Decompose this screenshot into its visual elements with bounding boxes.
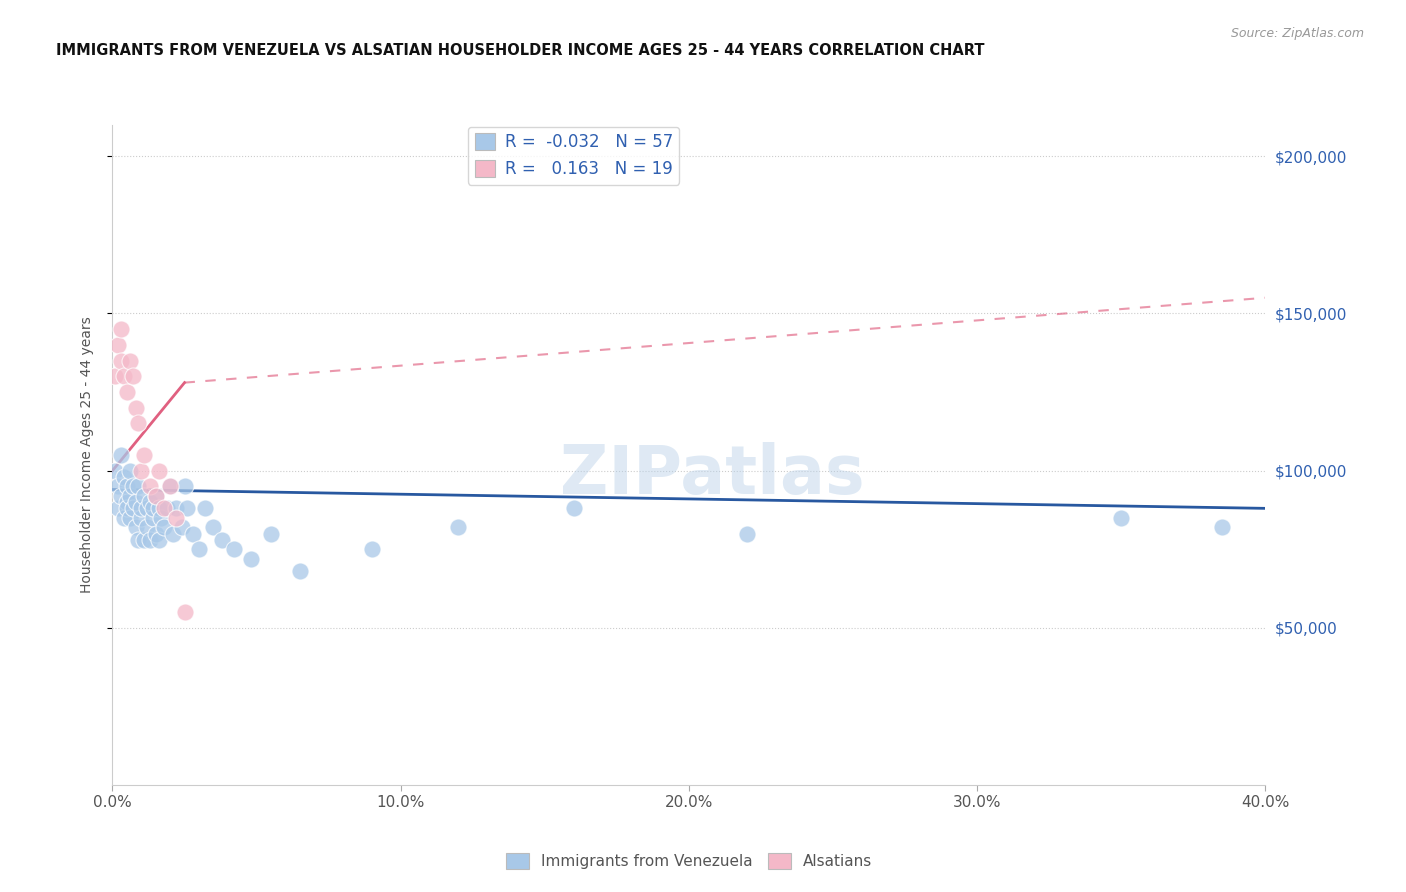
Point: [148, 533, 170, 547]
Point: [107, 338, 129, 352]
Point: [127, 533, 149, 547]
Point: [136, 501, 159, 516]
Point: [288, 564, 311, 578]
Point: [173, 605, 195, 619]
Point: [173, 479, 195, 493]
Point: [124, 401, 146, 415]
Point: [127, 479, 149, 493]
Point: [110, 448, 132, 462]
Text: IMMIGRANTS FROM VENEZUELA VS ALSATIAN HOUSEHOLDER INCOME AGES 25 - 44 YEARS CORR: IMMIGRANTS FROM VENEZUELA VS ALSATIAN HO…: [56, 43, 984, 58]
Legend: Immigrants from Venezuela, Alsatians: Immigrants from Venezuela, Alsatians: [499, 847, 879, 875]
Point: [110, 353, 132, 368]
Point: [112, 470, 135, 484]
Point: [360, 542, 382, 557]
Point: [115, 479, 138, 493]
Point: [118, 353, 141, 368]
Point: [153, 501, 176, 516]
Y-axis label: Householder Income Ages 25 - 44 years: Householder Income Ages 25 - 44 years: [80, 317, 94, 593]
Point: [139, 479, 162, 493]
Point: [260, 526, 283, 541]
Point: [188, 542, 211, 557]
Point: [110, 322, 132, 336]
Point: [118, 510, 141, 524]
Point: [104, 369, 127, 384]
Point: [104, 464, 127, 478]
Point: [239, 551, 262, 566]
Point: [159, 479, 181, 493]
Point: [162, 526, 184, 541]
Point: [145, 526, 167, 541]
Point: [134, 448, 156, 462]
Point: [202, 520, 225, 534]
Point: [1111, 510, 1133, 524]
Point: [124, 495, 146, 509]
Point: [115, 385, 138, 400]
Point: [142, 510, 165, 524]
Point: [447, 520, 470, 534]
Point: [129, 501, 153, 516]
Point: [145, 489, 167, 503]
Point: [136, 520, 159, 534]
Point: [148, 501, 170, 516]
Point: [145, 489, 167, 503]
Point: [170, 520, 193, 534]
Point: [159, 479, 181, 493]
Point: [115, 501, 138, 516]
Point: [1211, 520, 1233, 534]
Point: [134, 489, 156, 503]
Point: [194, 501, 217, 516]
Point: [115, 495, 138, 509]
Point: [127, 417, 149, 431]
Point: [118, 464, 141, 478]
Point: [110, 489, 132, 503]
Point: [107, 479, 129, 493]
Legend: R =  -0.032   N = 57, R =   0.163   N = 19: R = -0.032 N = 57, R = 0.163 N = 19: [468, 127, 679, 185]
Point: [150, 510, 173, 524]
Point: [165, 501, 187, 516]
Point: [118, 489, 141, 503]
Point: [181, 526, 204, 541]
Point: [211, 533, 233, 547]
Point: [148, 464, 170, 478]
Point: [222, 542, 245, 557]
Point: [121, 369, 143, 384]
Point: [562, 501, 585, 516]
Point: [112, 510, 135, 524]
Point: [165, 510, 187, 524]
Text: Source: ZipAtlas.com: Source: ZipAtlas.com: [1230, 27, 1364, 40]
Point: [156, 501, 179, 516]
Point: [176, 501, 198, 516]
Point: [124, 520, 146, 534]
Point: [139, 533, 162, 547]
Point: [142, 501, 165, 516]
Point: [121, 479, 143, 493]
Point: [121, 501, 143, 516]
Point: [153, 520, 176, 534]
Point: [134, 533, 156, 547]
Point: [107, 501, 129, 516]
Point: [735, 526, 758, 541]
Point: [129, 464, 153, 478]
Point: [129, 510, 153, 524]
Point: [139, 495, 162, 509]
Point: [112, 369, 135, 384]
Text: ZIPatlas: ZIPatlas: [560, 442, 865, 508]
